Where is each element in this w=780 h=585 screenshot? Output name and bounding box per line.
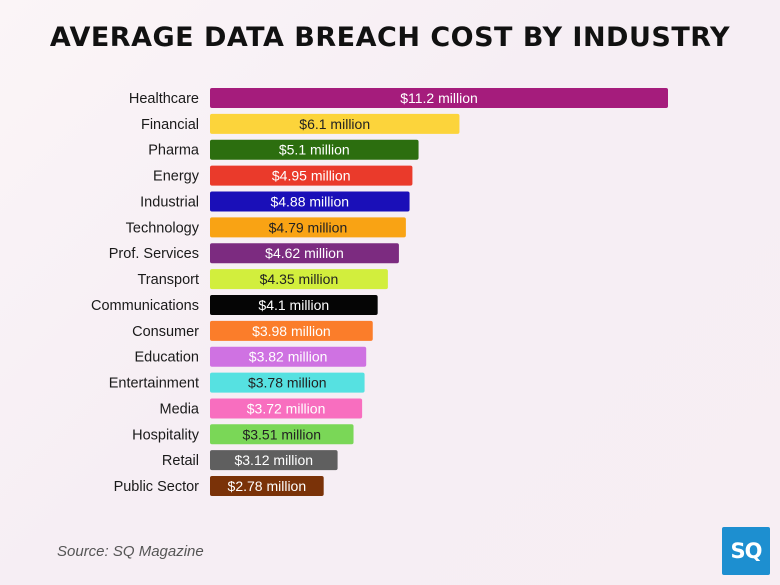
bar-technology [210,217,406,238]
value-label: $2.78 million [228,478,307,494]
bar-industrial [210,191,410,212]
category-label: Energy [153,169,200,185]
bar-hospitality [210,424,354,445]
value-label: $6.1 million [299,116,370,132]
value-label: $3.51 million [242,426,321,442]
value-label: $4.1 million [258,297,329,313]
category-label: Communications [91,298,199,314]
value-label: $4.79 million [269,219,348,235]
category-label: Transport [137,272,199,288]
bar-transport [210,269,388,290]
category-label: Media [160,401,200,417]
value-label: $3.98 million [252,323,331,339]
category-label: Healthcare [129,91,199,107]
value-label: $3.12 million [234,452,313,468]
bar-consumer [210,320,373,341]
bar-pharma [210,139,419,160]
category-label: Technology [126,220,200,236]
value-label: $3.72 million [247,400,326,416]
category-label: Financial [141,117,199,133]
category-label: Education [135,350,200,366]
value-label: $4.35 million [260,271,339,287]
category-label: Prof. Services [109,246,199,262]
value-label: $4.95 million [272,168,351,184]
bar-media [210,398,363,419]
category-label: Consumer [132,324,199,340]
value-label: $4.62 million [265,245,344,261]
bar-public-sector [210,476,324,497]
category-label: Industrial [140,194,199,210]
category-label: Public Sector [114,479,200,495]
bar-prof-services [210,243,399,264]
bar-entertainment [210,372,365,393]
bar-retail [210,450,338,471]
category-label: Pharma [148,143,200,159]
value-label: $4.88 million [270,193,349,209]
value-label: $3.82 million [249,349,328,365]
bar-healthcare [210,88,668,108]
bar-education [210,346,367,367]
bar-energy [210,165,413,186]
bar-communications [210,294,378,315]
chart-title: AVERAGE DATA BREACH COST BY INDUSTRY [49,22,731,53]
bar-financial [210,113,460,134]
sq-magazine-logo: SQ [722,527,770,575]
value-label: $3.78 million [248,375,327,391]
category-label: Entertainment [109,376,199,392]
category-label: Retail [162,453,199,469]
value-label: $5.1 million [279,142,350,158]
value-label: $11.2 million [400,90,478,106]
source-caption: Source: SQ Magazine [57,543,204,560]
category-label: Hospitality [132,427,200,443]
